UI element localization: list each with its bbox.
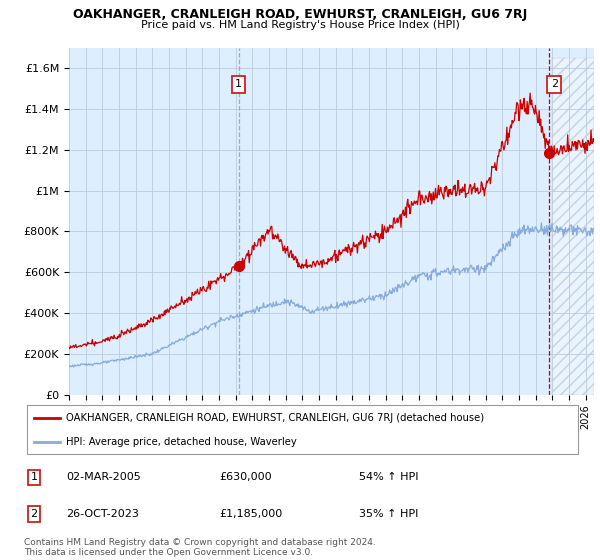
Text: HPI: Average price, detached house, Waverley: HPI: Average price, detached house, Wave… <box>66 437 296 447</box>
Text: 54% ↑ HPI: 54% ↑ HPI <box>359 473 418 482</box>
Text: 2: 2 <box>31 509 38 519</box>
Text: 2: 2 <box>551 80 558 90</box>
Text: 26-OCT-2023: 26-OCT-2023 <box>66 509 139 519</box>
FancyBboxPatch shape <box>27 405 578 454</box>
Text: £630,000: £630,000 <box>220 473 272 482</box>
Text: 35% ↑ HPI: 35% ↑ HPI <box>359 509 418 519</box>
Text: £1,185,000: £1,185,000 <box>220 509 283 519</box>
Text: 02-MAR-2005: 02-MAR-2005 <box>66 473 140 482</box>
Text: 1: 1 <box>235 80 242 90</box>
Text: OAKHANGER, CRANLEIGH ROAD, EWHURST, CRANLEIGH, GU6 7RJ (detached house): OAKHANGER, CRANLEIGH ROAD, EWHURST, CRAN… <box>66 413 484 423</box>
Text: OAKHANGER, CRANLEIGH ROAD, EWHURST, CRANLEIGH, GU6 7RJ: OAKHANGER, CRANLEIGH ROAD, EWHURST, CRAN… <box>73 8 527 21</box>
Text: Price paid vs. HM Land Registry's House Price Index (HPI): Price paid vs. HM Land Registry's House … <box>140 20 460 30</box>
Text: Contains HM Land Registry data © Crown copyright and database right 2024.
This d: Contains HM Land Registry data © Crown c… <box>24 538 376 557</box>
Text: 1: 1 <box>31 473 38 482</box>
